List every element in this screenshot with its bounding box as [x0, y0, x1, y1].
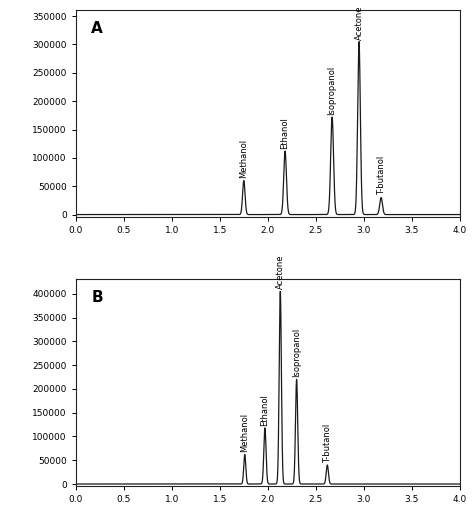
Text: Isopropanol: Isopropanol [292, 328, 301, 377]
Text: Ethanol: Ethanol [281, 117, 290, 149]
Text: A: A [91, 21, 103, 36]
Text: T-butanol: T-butanol [323, 424, 332, 463]
Text: B: B [91, 290, 103, 305]
Text: Methanol: Methanol [240, 413, 249, 452]
Text: Isopropanol: Isopropanol [328, 66, 337, 115]
Text: Ethanol: Ethanol [260, 394, 269, 426]
Text: Acetone: Acetone [355, 5, 364, 40]
Text: T-butanol: T-butanol [376, 156, 385, 196]
Text: Methanol: Methanol [239, 139, 248, 178]
Text: Acetone: Acetone [276, 255, 285, 289]
